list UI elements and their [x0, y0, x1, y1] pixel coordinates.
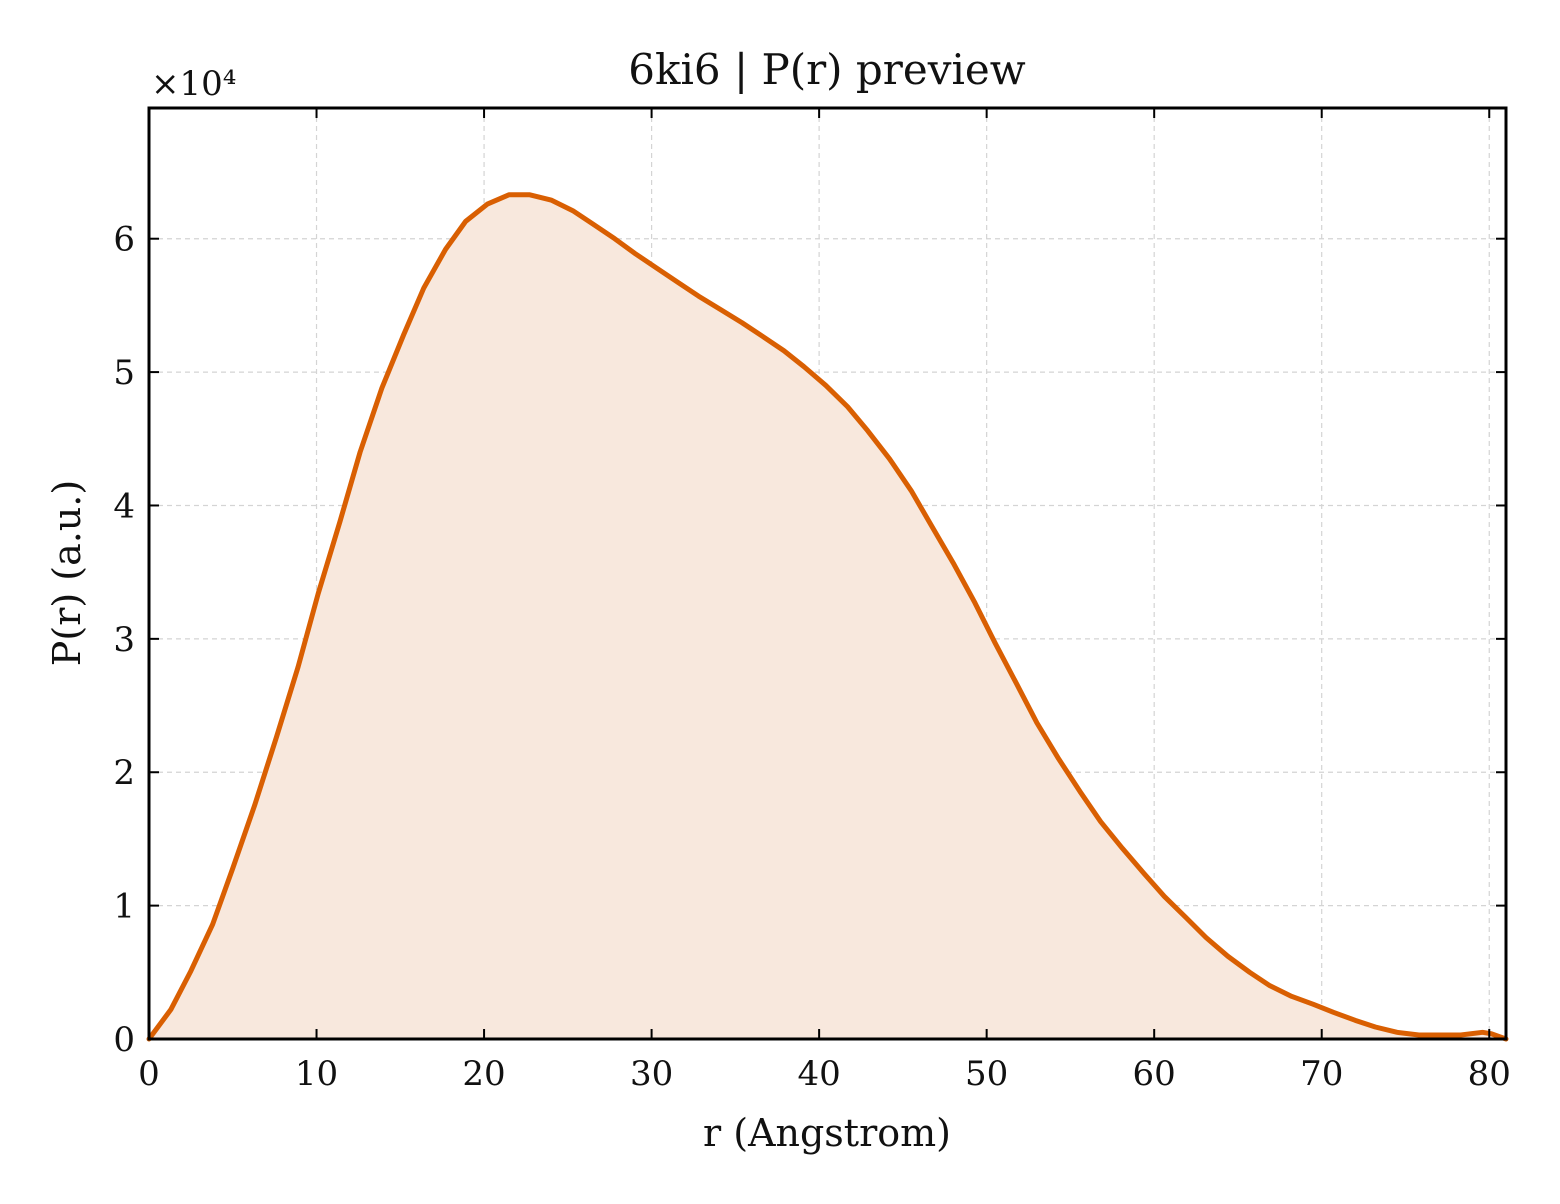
pr-area-fill — [149, 194, 1506, 1039]
y-tick-label: 6 — [113, 220, 135, 260]
x-tick-label: 60 — [1133, 1054, 1176, 1094]
pr-series-line — [146, 192, 1509, 1042]
y-tick-label: 1 — [113, 887, 135, 927]
x-tick-label: 20 — [462, 1054, 505, 1094]
chart-title: 6ki6 | P(r) preview — [628, 45, 1025, 94]
x-tick-label: 50 — [965, 1054, 1008, 1094]
tick-marks — [148, 108, 1506, 1040]
y-tick-label: 0 — [113, 1020, 135, 1060]
y-tick-label: 5 — [113, 353, 135, 393]
x-tick-label: 80 — [1468, 1054, 1511, 1094]
x-tick-label: 30 — [630, 1054, 673, 1094]
y-tick-label: 3 — [113, 620, 135, 660]
plot-frame — [147, 106, 1508, 1041]
x-tick-label: 10 — [295, 1054, 338, 1094]
x-tick-label: 40 — [797, 1054, 840, 1094]
y-tick-label: 2 — [113, 753, 135, 793]
x-tick-label: 0 — [138, 1054, 160, 1094]
tick-labels: 0 10 20 30 40 50 60 70 80 0 1 2 3 4 5 6 — [113, 220, 1511, 1094]
data-layer — [146, 192, 1509, 1042]
x-tick-label: 70 — [1300, 1054, 1343, 1094]
y-tick-label: 4 — [113, 486, 135, 526]
y-axis-title: P(r) (a.u.) — [45, 480, 89, 666]
y-axis-multiplier: ×10⁴ — [151, 64, 236, 104]
x-axis-title: r (Angstrom) — [703, 1111, 951, 1155]
